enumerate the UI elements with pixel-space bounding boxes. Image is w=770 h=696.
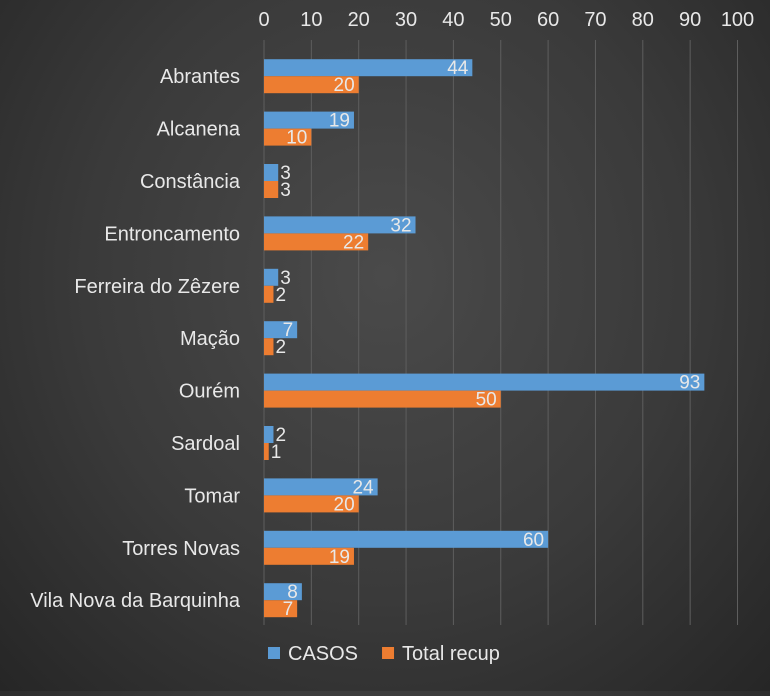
bar-casos (264, 268, 279, 286)
x-tick-label: 70 (584, 9, 606, 31)
x-tick-label: 40 (442, 9, 464, 31)
category-label: Abrantes (160, 66, 240, 88)
x-tick-label: 60 (537, 9, 559, 31)
category-label: Constância (140, 171, 241, 193)
category-label: Ourém (179, 381, 240, 403)
data-label: 60 (523, 530, 544, 551)
bar-total-recup (264, 495, 359, 513)
legend-label: Total recup (402, 643, 500, 665)
data-label: 2 (275, 425, 286, 446)
data-label: 2 (275, 285, 286, 306)
x-tick-label: 0 (258, 9, 269, 31)
category-label: Torres Novas (122, 538, 240, 560)
bar-total-recup (264, 285, 274, 303)
data-label: 24 (352, 477, 374, 498)
x-axis-ticks: 0 10 20 30 40 50 60 70 80 90 100 (258, 9, 754, 31)
x-tick-label: 50 (490, 9, 512, 31)
data-label: 32 (390, 215, 411, 236)
category-label: Ferreira do Zêzere (74, 276, 240, 298)
legend-swatch (268, 647, 280, 659)
data-label: 7 (283, 599, 294, 620)
bar-casos (264, 530, 549, 548)
bar-total-recup (264, 233, 369, 251)
data-label: 8 (287, 582, 298, 603)
data-label: 50 (476, 390, 497, 411)
data-label: 1 (271, 442, 282, 463)
bar-casos (264, 373, 705, 391)
data-label: 3 (280, 268, 291, 289)
x-tick-label: 100 (721, 9, 754, 31)
x-tick-label: 10 (300, 9, 322, 31)
bar-total-recup (264, 181, 279, 198)
bar-casos (264, 216, 416, 234)
data-label: 10 (286, 128, 307, 149)
legend-label: CASOS (288, 643, 358, 665)
category-label: Entroncamento (104, 223, 240, 245)
data-label: 2 (275, 337, 286, 358)
data-label: 22 (343, 232, 364, 253)
category-labels: Abrantes Alcanena Constância Entroncamento F… (30, 66, 241, 612)
bar-casos (264, 59, 473, 77)
bar-total-recup (264, 547, 354, 565)
category-label: Mação (180, 328, 240, 350)
data-label: 19 (329, 547, 350, 568)
bar-casos (264, 321, 298, 339)
legend-swatch (382, 647, 395, 659)
category-label: Sardoal (171, 433, 240, 455)
category-label: Alcanena (157, 119, 241, 141)
bar-casos (264, 164, 279, 181)
data-label: 93 (679, 373, 700, 394)
data-label: 44 (447, 58, 469, 79)
data-label: 3 (280, 163, 291, 184)
x-tick-label: 80 (632, 9, 654, 31)
category-label: Vila Nova da Barquinha (30, 590, 241, 612)
data-label: 3 (280, 180, 291, 201)
bar-total-recup (264, 76, 359, 94)
data-label: 20 (334, 494, 355, 515)
bar-total-recup (264, 338, 274, 356)
x-tick-label: 90 (679, 9, 701, 31)
x-tick-label: 20 (348, 9, 370, 31)
bar-casos (264, 583, 302, 601)
bar-total-recup (264, 390, 501, 408)
x-tick-label: 30 (395, 9, 417, 31)
bar-casos (264, 426, 274, 443)
bar-total-recup (264, 128, 312, 146)
legend: CASOS Total recup (268, 643, 500, 665)
bar-total-recup (264, 443, 269, 460)
bar-total-recup (264, 600, 298, 618)
bar-casos (264, 111, 354, 129)
bar-casos (264, 478, 378, 496)
category-label: Tomar (184, 485, 240, 507)
data-label: 20 (334, 75, 355, 96)
data-label: 19 (329, 111, 350, 132)
data-label: 7 (283, 320, 294, 341)
